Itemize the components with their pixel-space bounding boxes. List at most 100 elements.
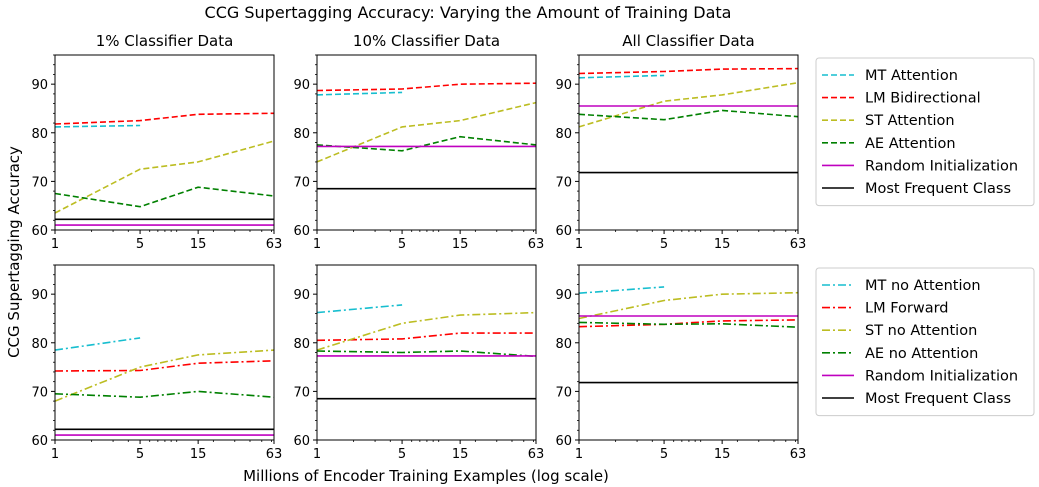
series-line-lm-forward [54,360,275,372]
x-tick-label: 15 [190,447,207,462]
legends: MT Attention LM Bidirectional ST Attention… [815,57,1035,417]
y-axis-label: CCG Supertagging Accuracy [5,146,23,358]
legend-label: Random Initialization [865,368,1018,384]
axes-frame [54,264,275,441]
series-line-ae-no-attention [54,390,275,399]
x-tick-label: 5 [398,447,406,462]
subplot-title: All Classifier Data [622,32,754,50]
x-tick-label: 5 [660,237,668,252]
y-tick-label: 80 [555,127,572,142]
x-tick-label: 5 [136,237,144,252]
series-line-st-no-attention [316,311,537,351]
series-line-st-attention [578,81,799,128]
legend-frame [815,267,1035,417]
legend-top: MT Attention LM Bidirectional ST Attention… [815,57,1035,207]
series-line-mt-attention [316,91,403,96]
y-tick-label: 70 [555,175,572,190]
series-line-st-no-attention [54,349,275,402]
x-tick-label: 63 [790,447,807,462]
axes-frame [54,54,275,231]
series-line-ae-attention [54,186,275,208]
legend-label: AE Attention [865,136,956,152]
x-tick-label: 63 [528,447,545,462]
legend-label: ST Attention [865,113,955,129]
subplot-title: 1% Classifier Data [96,32,234,50]
y-tick-label: 90 [31,78,48,93]
figure-title: CCG Supertagging Accuracy: Varying the A… [205,3,732,22]
series-line-mt-attention [54,124,141,128]
x-tick-label: 15 [714,447,731,462]
series-line-mt-no-attention [578,286,665,294]
x-tick-label: 1 [51,237,59,252]
y-tick-label: 90 [31,288,48,303]
series-line-lm-forward [316,332,536,342]
y-tick-label: 60 [555,434,572,449]
axes-frame [578,54,799,231]
series-line-st-attention [316,101,537,163]
y-tick-label: 70 [293,175,310,190]
x-tick-label: 1 [313,447,321,462]
series-line-mt-no-attention [316,304,403,314]
y-tick-label: 60 [555,224,572,239]
series-line-lm-forward [578,319,799,328]
legend-frame [815,57,1035,207]
x-tick-label: 1 [575,237,583,252]
legend-label: Random Initialization [865,158,1018,174]
x-tick-label: 15 [452,447,469,462]
x-tick-label: 5 [136,447,144,462]
y-tick-label: 90 [293,288,310,303]
series-line-mt-attention [578,74,665,79]
x-tick-label: 5 [660,447,668,462]
x-tick-label: 63 [790,237,807,252]
x-tick-label: 5 [398,237,406,252]
legend-bottom: MT no Attention LM Forward ST no Attention… [815,267,1035,417]
y-tick-label: 80 [293,127,310,142]
x-tick-label: 63 [266,447,283,462]
legend-label: Most Frequent Class [865,391,1011,407]
legend-label: MT Attention [865,68,958,84]
y-tick-label: 90 [555,288,572,303]
legend-label: AE no Attention [865,346,978,362]
y-tick-label: 80 [293,337,310,352]
series-line-ae-no-attention [316,350,537,358]
y-tick-label: 70 [31,175,48,190]
y-tick-label: 80 [31,127,48,142]
x-tick-label: 63 [266,237,283,252]
y-tick-label: 90 [555,78,572,93]
x-tick-label: 15 [452,237,469,252]
x-tick-label: 63 [528,237,545,252]
y-tick-label: 70 [555,385,572,400]
x-tick-label: 1 [313,237,321,252]
legend-label: LM Forward [865,301,949,317]
x-tick-label: 1 [575,447,583,462]
y-tick-label: 70 [31,385,48,400]
axes-frame [316,54,537,231]
y-tick-label: 60 [293,434,310,449]
x-tick-label: 15 [714,237,731,252]
series-line-ae-no-attention [578,321,799,328]
y-tick-label: 60 [31,224,48,239]
series-line-ae-attention [578,109,799,121]
x-axis-label: Millions of Encoder Training Examples (l… [243,467,609,485]
series-line-st-attention [54,140,275,214]
series-line-lm-bidirectional [316,82,537,92]
axes-frame [578,264,799,441]
series-line-ae-attention [316,135,537,152]
y-tick-label: 60 [31,434,48,449]
series-line-lm-bidirectional [54,112,275,125]
x-tick-label: 15 [190,237,207,252]
axes-frame [316,264,537,441]
legend-label: LM Bidirectional [865,91,981,107]
x-tick-label: 1 [51,447,59,462]
series-line-mt-no-attention [54,337,141,351]
legend-label: MT no Attention [865,278,981,294]
y-tick-label: 80 [31,337,48,352]
